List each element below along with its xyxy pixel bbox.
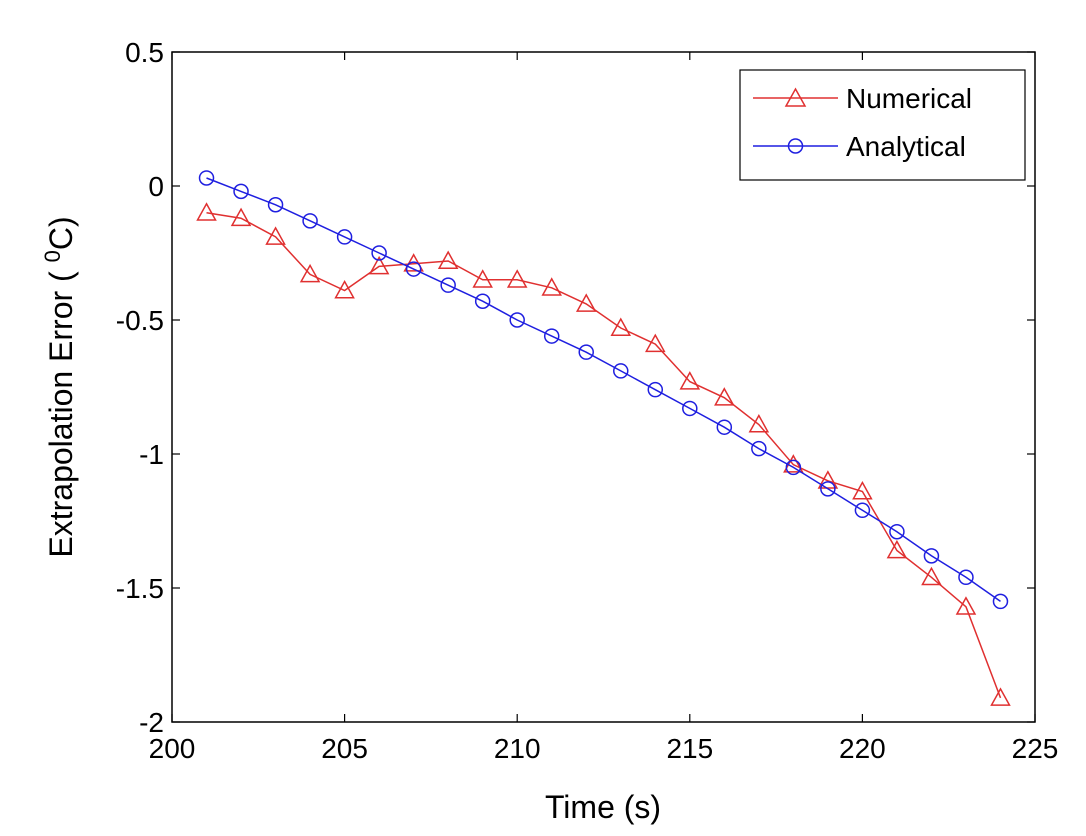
data-point xyxy=(852,480,873,500)
data-point xyxy=(334,279,355,299)
x-tick-label: 200 xyxy=(149,733,196,764)
data-point xyxy=(955,596,977,615)
x-tick-label: 220 xyxy=(839,733,886,764)
y-tick-label: 0 xyxy=(148,171,164,202)
data-point xyxy=(302,213,318,229)
data-point xyxy=(923,548,940,564)
data-point xyxy=(610,317,632,336)
data-point xyxy=(820,481,836,497)
y-axis-title-text: Extrapolation Error ( xyxy=(43,262,79,557)
data-point xyxy=(198,170,215,186)
data-point xyxy=(889,523,905,540)
data-point xyxy=(921,566,942,586)
legend-label-analytical: Analytical xyxy=(846,131,966,162)
x-tick-label: 210 xyxy=(494,733,541,764)
data-point xyxy=(437,250,459,269)
x-tick-label: 205 xyxy=(321,733,368,764)
data-point xyxy=(647,381,664,398)
data-point xyxy=(751,440,767,457)
data-point xyxy=(371,245,387,261)
data-point xyxy=(682,400,698,417)
data-point xyxy=(405,261,422,277)
data-point xyxy=(613,363,629,379)
legend-marker-numerical xyxy=(784,87,807,107)
data-point xyxy=(854,502,871,519)
data-point xyxy=(958,569,974,586)
y-tick-label: -0.5 xyxy=(116,305,164,336)
x-tick-label: 215 xyxy=(666,733,713,764)
legend-marker-analytical xyxy=(787,138,804,154)
series-layer xyxy=(196,170,1011,706)
data-point xyxy=(336,229,353,245)
data-point xyxy=(506,269,528,288)
data-point xyxy=(472,269,493,288)
data-point xyxy=(645,333,666,353)
data-point xyxy=(233,183,249,200)
series-analytical xyxy=(198,170,1009,610)
series-line-numerical xyxy=(206,212,1002,699)
data-point xyxy=(196,202,217,221)
data-point xyxy=(543,328,560,344)
y-tick-label: -1 xyxy=(139,439,164,470)
data-point xyxy=(265,226,286,245)
data-point xyxy=(230,207,252,227)
data-point xyxy=(785,459,802,476)
y-tick-label: -2 xyxy=(139,707,164,738)
axis-ticks: 200 205 210 215 220 225 -2 -1.5 -1 -0.5 0 0.5 xyxy=(116,37,1059,764)
data-point xyxy=(748,413,770,433)
data-point xyxy=(541,277,562,296)
y-tick-label: -1.5 xyxy=(116,573,164,604)
y-axis-title-superscript: 0 xyxy=(40,250,65,262)
data-point xyxy=(679,371,701,390)
data-point xyxy=(509,312,525,328)
legend-box xyxy=(739,69,1026,181)
data-point xyxy=(714,387,735,406)
data-point xyxy=(990,687,1011,706)
legend-label-numerical: Numerical xyxy=(846,83,972,114)
y-tick-label: 0.5 xyxy=(125,37,164,68)
y-axis-title: Extrapolation Error ( 0C) xyxy=(40,216,79,557)
data-point xyxy=(886,539,908,559)
y-axis-title-unit: C) xyxy=(43,216,79,250)
x-axis-title: Time (s) xyxy=(545,789,661,825)
data-point xyxy=(440,277,456,293)
legend: Numerical Analytical xyxy=(739,69,1026,181)
data-point xyxy=(783,454,804,473)
data-point xyxy=(575,293,597,312)
data-point xyxy=(299,263,321,283)
data-point xyxy=(368,255,390,275)
data-point xyxy=(992,593,1009,610)
data-point xyxy=(716,419,733,435)
data-point xyxy=(578,344,594,360)
data-point xyxy=(267,197,284,213)
data-point xyxy=(474,293,491,309)
x-tick-label: 225 xyxy=(1012,733,1059,764)
